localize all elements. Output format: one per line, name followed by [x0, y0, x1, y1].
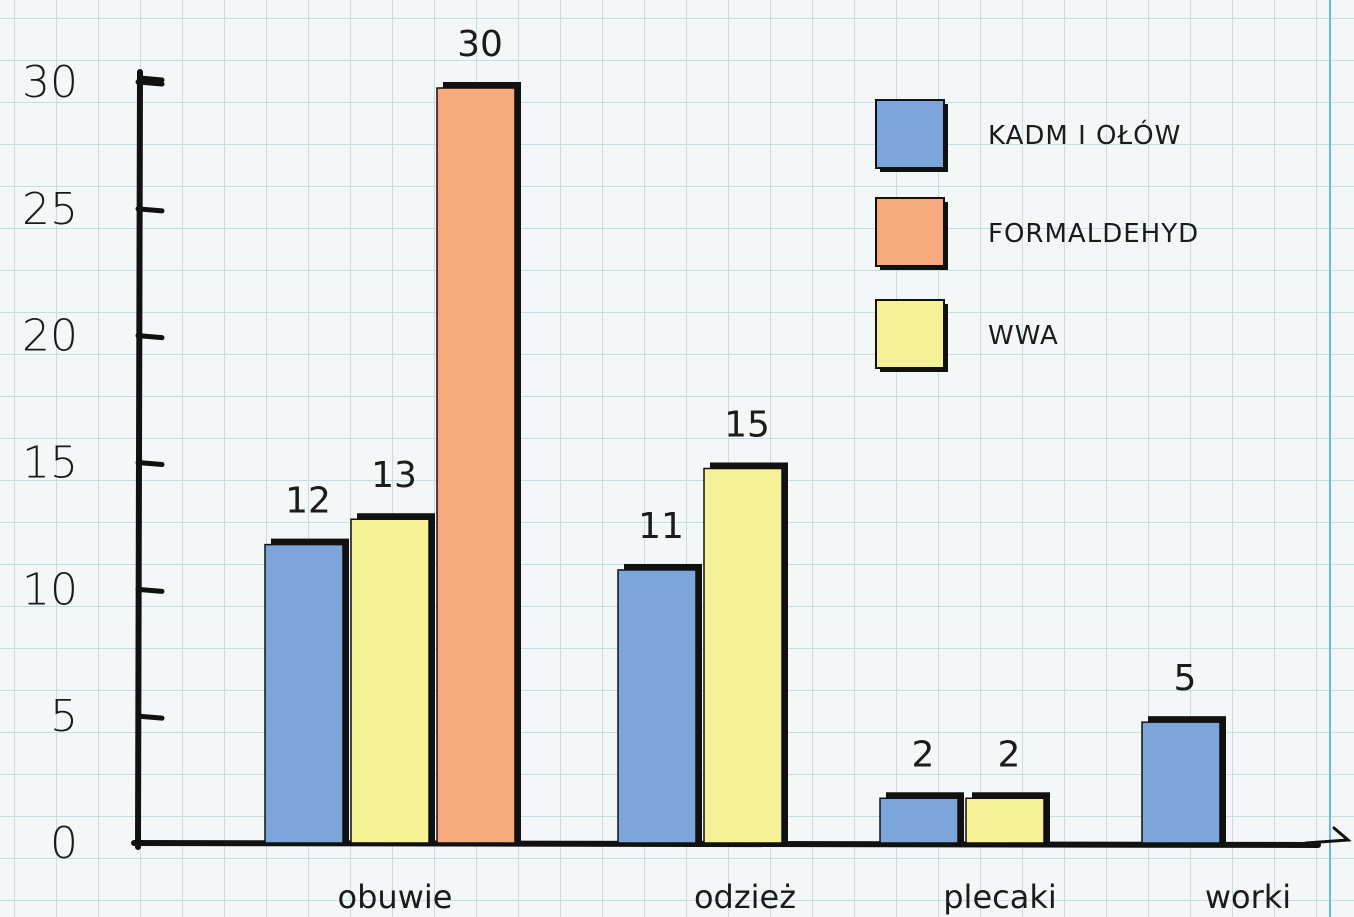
x-tick-label: obuwie [338, 878, 453, 916]
data-label: 12 [285, 481, 331, 522]
legend-swatch [875, 197, 945, 267]
y-tick-mark [135, 460, 165, 467]
data-label: 2 [912, 734, 935, 775]
y-axis-arrow [137, 75, 165, 83]
y-tick-mark [135, 206, 165, 214]
y-tick-label: 0 [50, 818, 78, 869]
legend-swatch [875, 299, 945, 369]
bar [264, 543, 344, 844]
y-tick-mark [135, 79, 165, 87]
x-tick-label: worki [1205, 878, 1291, 916]
bar [965, 797, 1045, 844]
bar [1141, 721, 1221, 844]
y-tick-label: 30 [22, 57, 78, 108]
bar [436, 87, 516, 844]
y-tick-mark [135, 586, 165, 594]
y-tick-mark [135, 713, 165, 721]
bar [350, 518, 430, 844]
x-tick-label: plecaki [943, 878, 1057, 916]
data-label: 2 [998, 734, 1021, 775]
bar [617, 569, 697, 844]
y-tick-label: 25 [22, 184, 78, 235]
data-label: 15 [724, 405, 770, 446]
y-tick-mark [135, 333, 165, 341]
legend-swatch [875, 99, 945, 169]
legend-label: WWA [988, 321, 1059, 351]
y-tick-label: 20 [22, 311, 78, 362]
y-axis-line [135, 69, 143, 850]
y-tick-label: 10 [22, 564, 78, 615]
bar [879, 797, 959, 844]
legend-label: KADM I OŁÓW [988, 119, 1181, 151]
data-label: 30 [457, 24, 503, 65]
bar [703, 467, 783, 844]
x-tick-label: odzież [694, 878, 796, 916]
data-label: 5 [1174, 658, 1197, 699]
data-label: 13 [371, 455, 417, 496]
y-tick-label: 5 [50, 691, 78, 742]
y-tick-label: 15 [22, 438, 78, 489]
data-label: 11 [638, 506, 684, 547]
legend-label: FORMALDEHYD [988, 219, 1199, 249]
x-axis-arrow [1304, 826, 1352, 845]
